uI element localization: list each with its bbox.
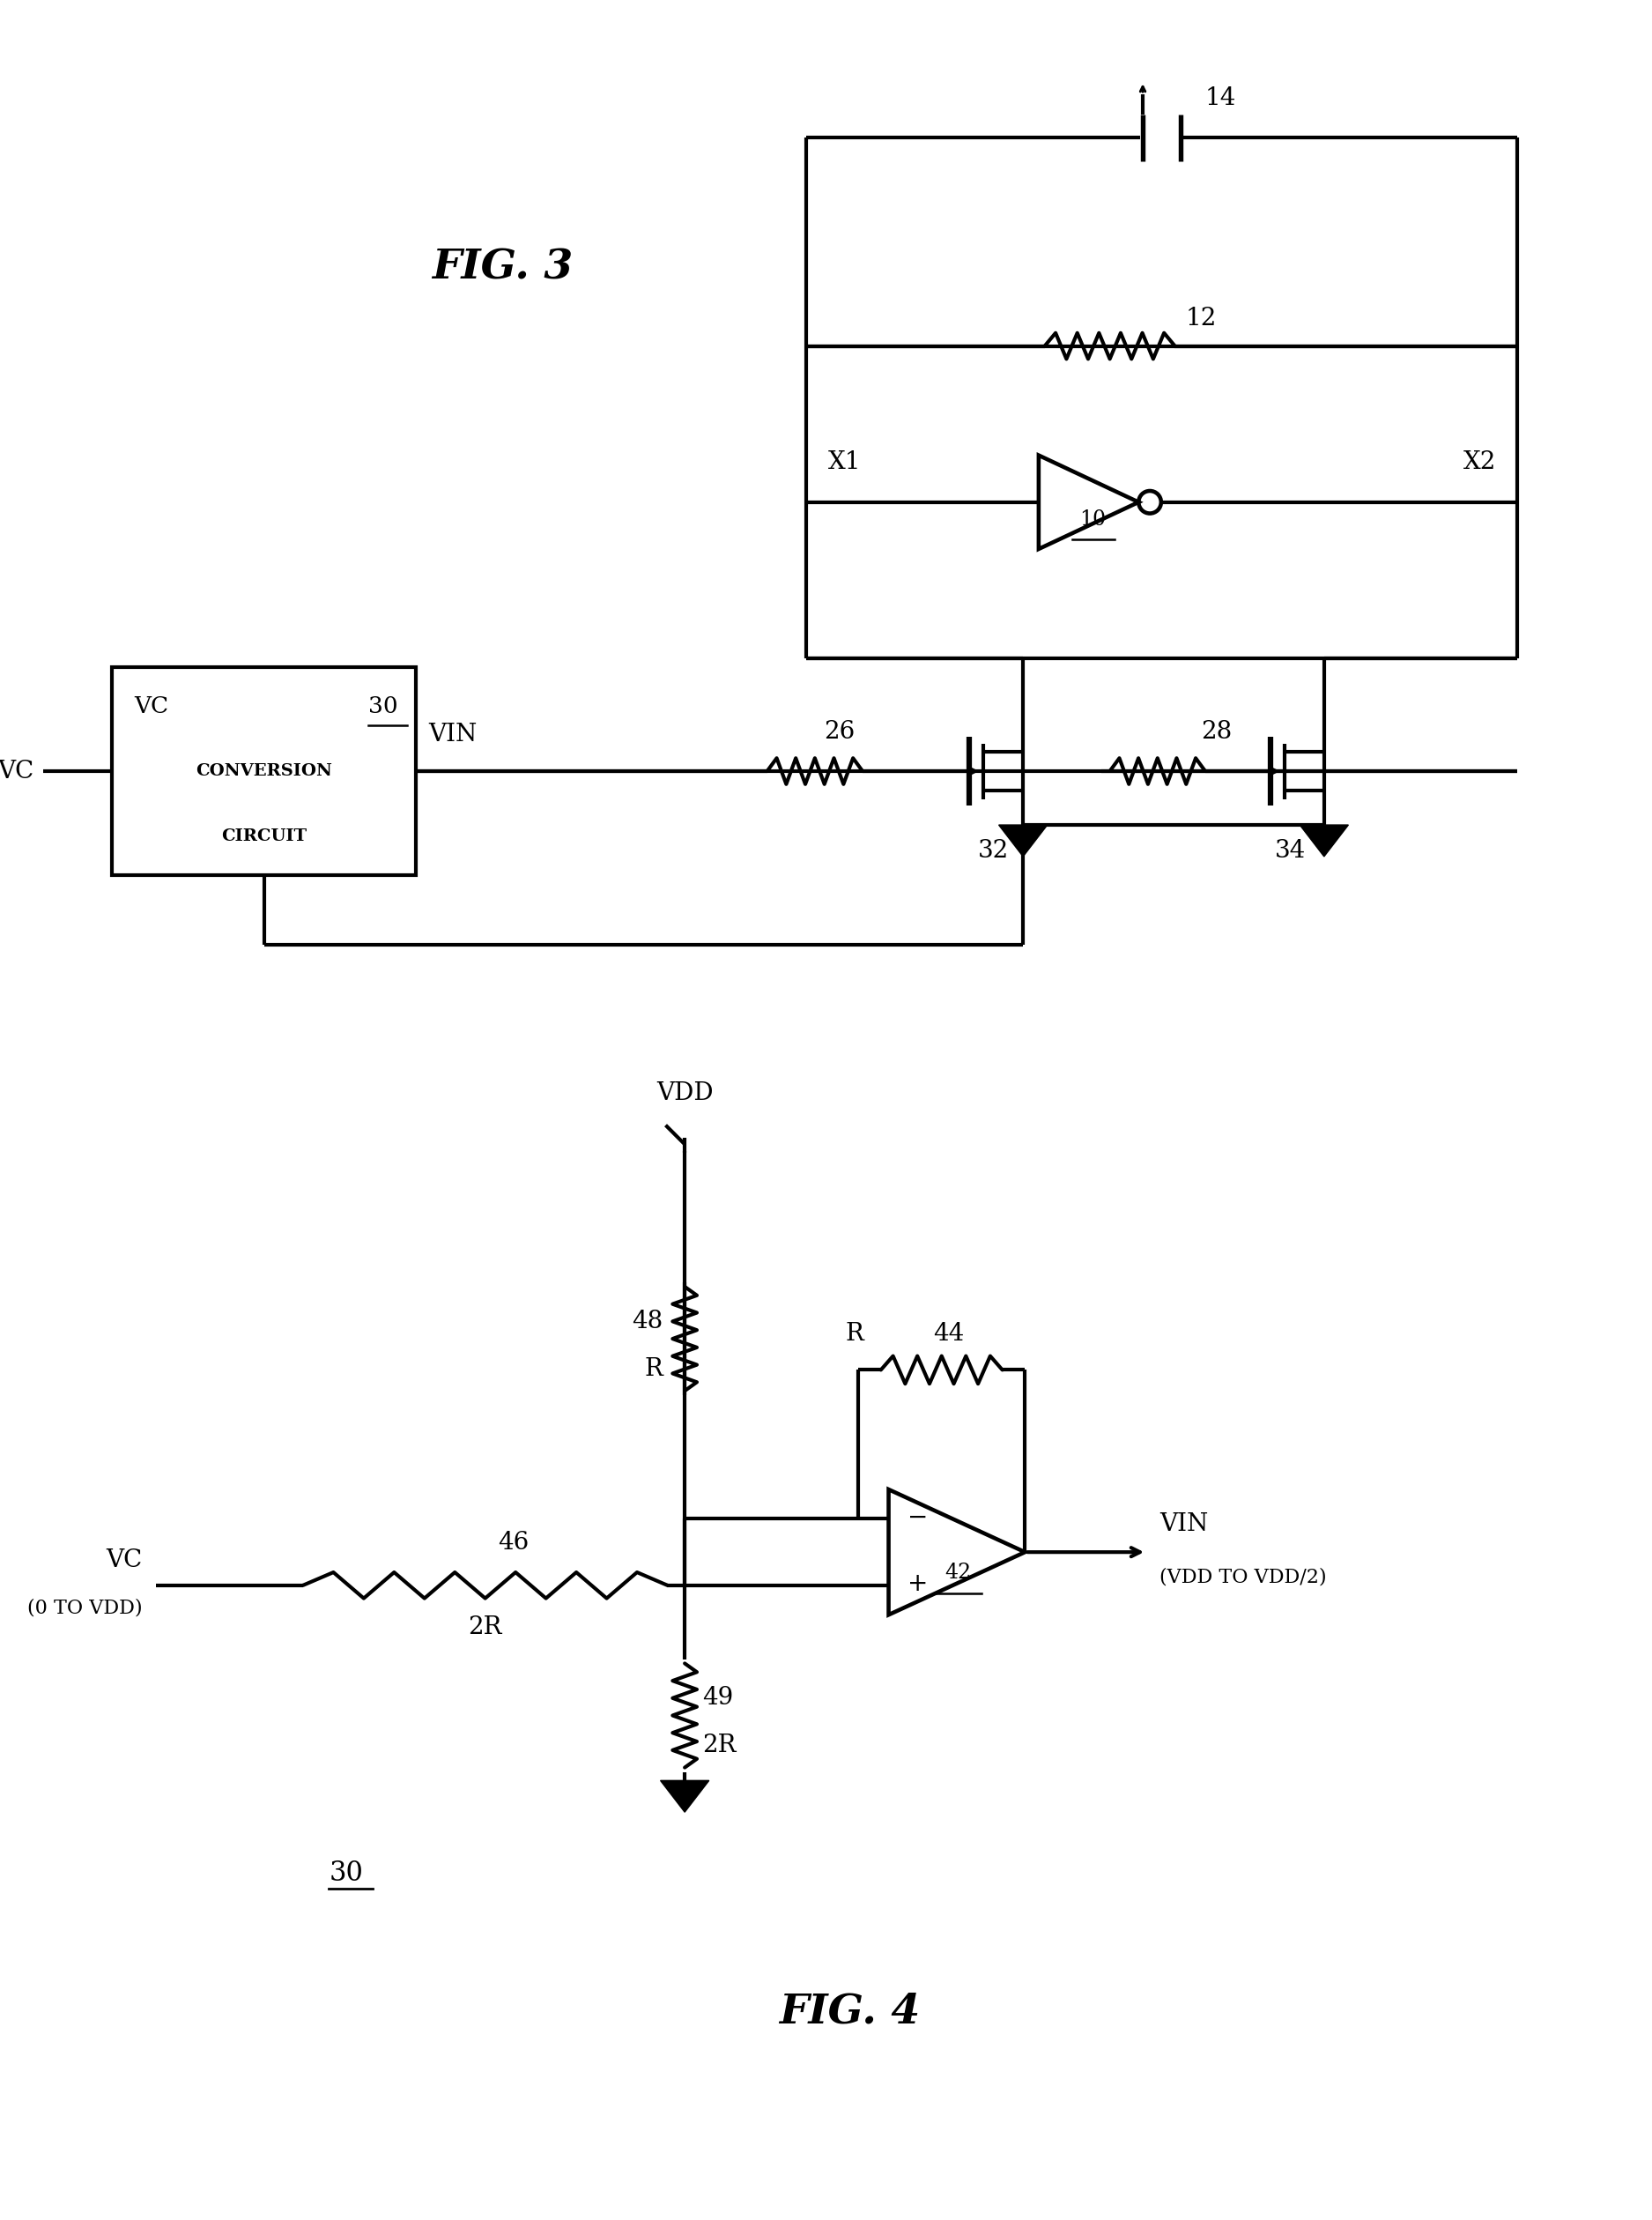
Text: CONVERSION: CONVERSION [197, 764, 332, 779]
Text: VC: VC [0, 759, 35, 784]
Text: (VDD TO VDD/2): (VDD TO VDD/2) [1160, 1567, 1327, 1587]
Text: R: R [644, 1356, 662, 1381]
Text: 46: 46 [499, 1532, 529, 1554]
Text: 2R: 2R [468, 1616, 502, 1638]
Text: 12: 12 [1184, 306, 1216, 331]
Text: 26: 26 [824, 719, 854, 744]
Bar [112, 666, 416, 875]
Text: 42: 42 [945, 1563, 971, 1583]
Text: +: + [907, 1572, 928, 1596]
Text: X1: X1 [828, 451, 861, 475]
Text: 30: 30 [368, 695, 398, 717]
Text: VDD: VDD [656, 1081, 714, 1106]
Polygon shape [999, 826, 1047, 857]
Text: 48: 48 [633, 1310, 662, 1334]
Text: 34: 34 [1275, 839, 1305, 864]
Text: 30: 30 [329, 1860, 363, 1887]
Text: VC: VC [106, 1550, 142, 1572]
Polygon shape [661, 1780, 709, 1812]
Text: X2: X2 [1464, 451, 1495, 475]
Text: VIN: VIN [1160, 1512, 1208, 1536]
Text: 14: 14 [1206, 87, 1236, 111]
Text: VIN: VIN [430, 724, 477, 746]
Text: FIG. 3: FIG. 3 [431, 249, 573, 289]
Text: −: − [907, 1505, 928, 1530]
Polygon shape [1300, 826, 1348, 857]
Text: FIG. 4: FIG. 4 [780, 1991, 920, 2031]
Text: 32: 32 [978, 839, 1009, 864]
Text: 2R: 2R [702, 1734, 737, 1758]
Text: CIRCUIT: CIRCUIT [221, 828, 307, 844]
Text: 44: 44 [933, 1321, 965, 1345]
Text: 10: 10 [1079, 508, 1105, 528]
Text: 49: 49 [702, 1687, 733, 1709]
Text: (0 TO VDD): (0 TO VDD) [28, 1598, 142, 1618]
Text: VC: VC [134, 695, 169, 717]
Text: 28: 28 [1201, 719, 1232, 744]
Text: R: R [846, 1321, 864, 1345]
